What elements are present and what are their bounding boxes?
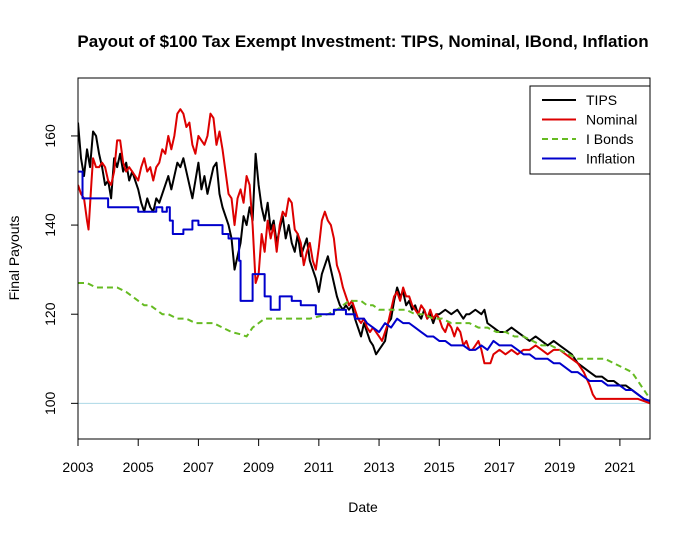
series-line-inflation bbox=[78, 170, 650, 403]
x-tick-label: 2019 bbox=[544, 459, 575, 475]
plot-series-group bbox=[78, 108, 650, 405]
legend-label: Nominal bbox=[586, 112, 637, 128]
x-tick-label: 2021 bbox=[604, 459, 635, 475]
x-axis-label: Date bbox=[348, 499, 378, 515]
x-tick-label: 2011 bbox=[304, 459, 334, 475]
chart-title: Payout of $100 Tax Exempt Investment: TI… bbox=[77, 32, 648, 51]
plot-area bbox=[77, 77, 651, 440]
legend: TIPS Nominal I Bonds Inflation bbox=[529, 85, 651, 175]
y-tick-label: 160 bbox=[42, 124, 58, 148]
y-tick-label: 140 bbox=[42, 213, 58, 237]
x-tick-label: 2009 bbox=[243, 459, 274, 475]
y-tick-label: 100 bbox=[42, 391, 58, 415]
x-axis: 2003 2005 2007 2009 2011 2013 2015 2017 2019 2021 bbox=[62, 438, 636, 475]
x-tick-label: 2013 bbox=[363, 459, 394, 475]
x-tick-label: 2005 bbox=[123, 459, 154, 475]
y-axis: 100 120 140 160 bbox=[42, 124, 79, 415]
x-tick-label: 2015 bbox=[424, 459, 455, 475]
legend-label: I Bonds bbox=[586, 131, 633, 147]
series-line-nominal bbox=[78, 108, 650, 405]
series-line-tips bbox=[78, 122, 650, 403]
series-line-i-bonds bbox=[78, 282, 650, 400]
legend-label: TIPS bbox=[586, 92, 617, 108]
x-tick-label: 2003 bbox=[62, 459, 93, 475]
legend-label: Inflation bbox=[586, 151, 635, 167]
y-tick-label: 120 bbox=[42, 302, 58, 326]
y-axis-label: Final Payouts bbox=[6, 216, 22, 301]
x-tick-label: 2007 bbox=[183, 459, 214, 475]
x-tick-label: 2017 bbox=[484, 459, 515, 475]
